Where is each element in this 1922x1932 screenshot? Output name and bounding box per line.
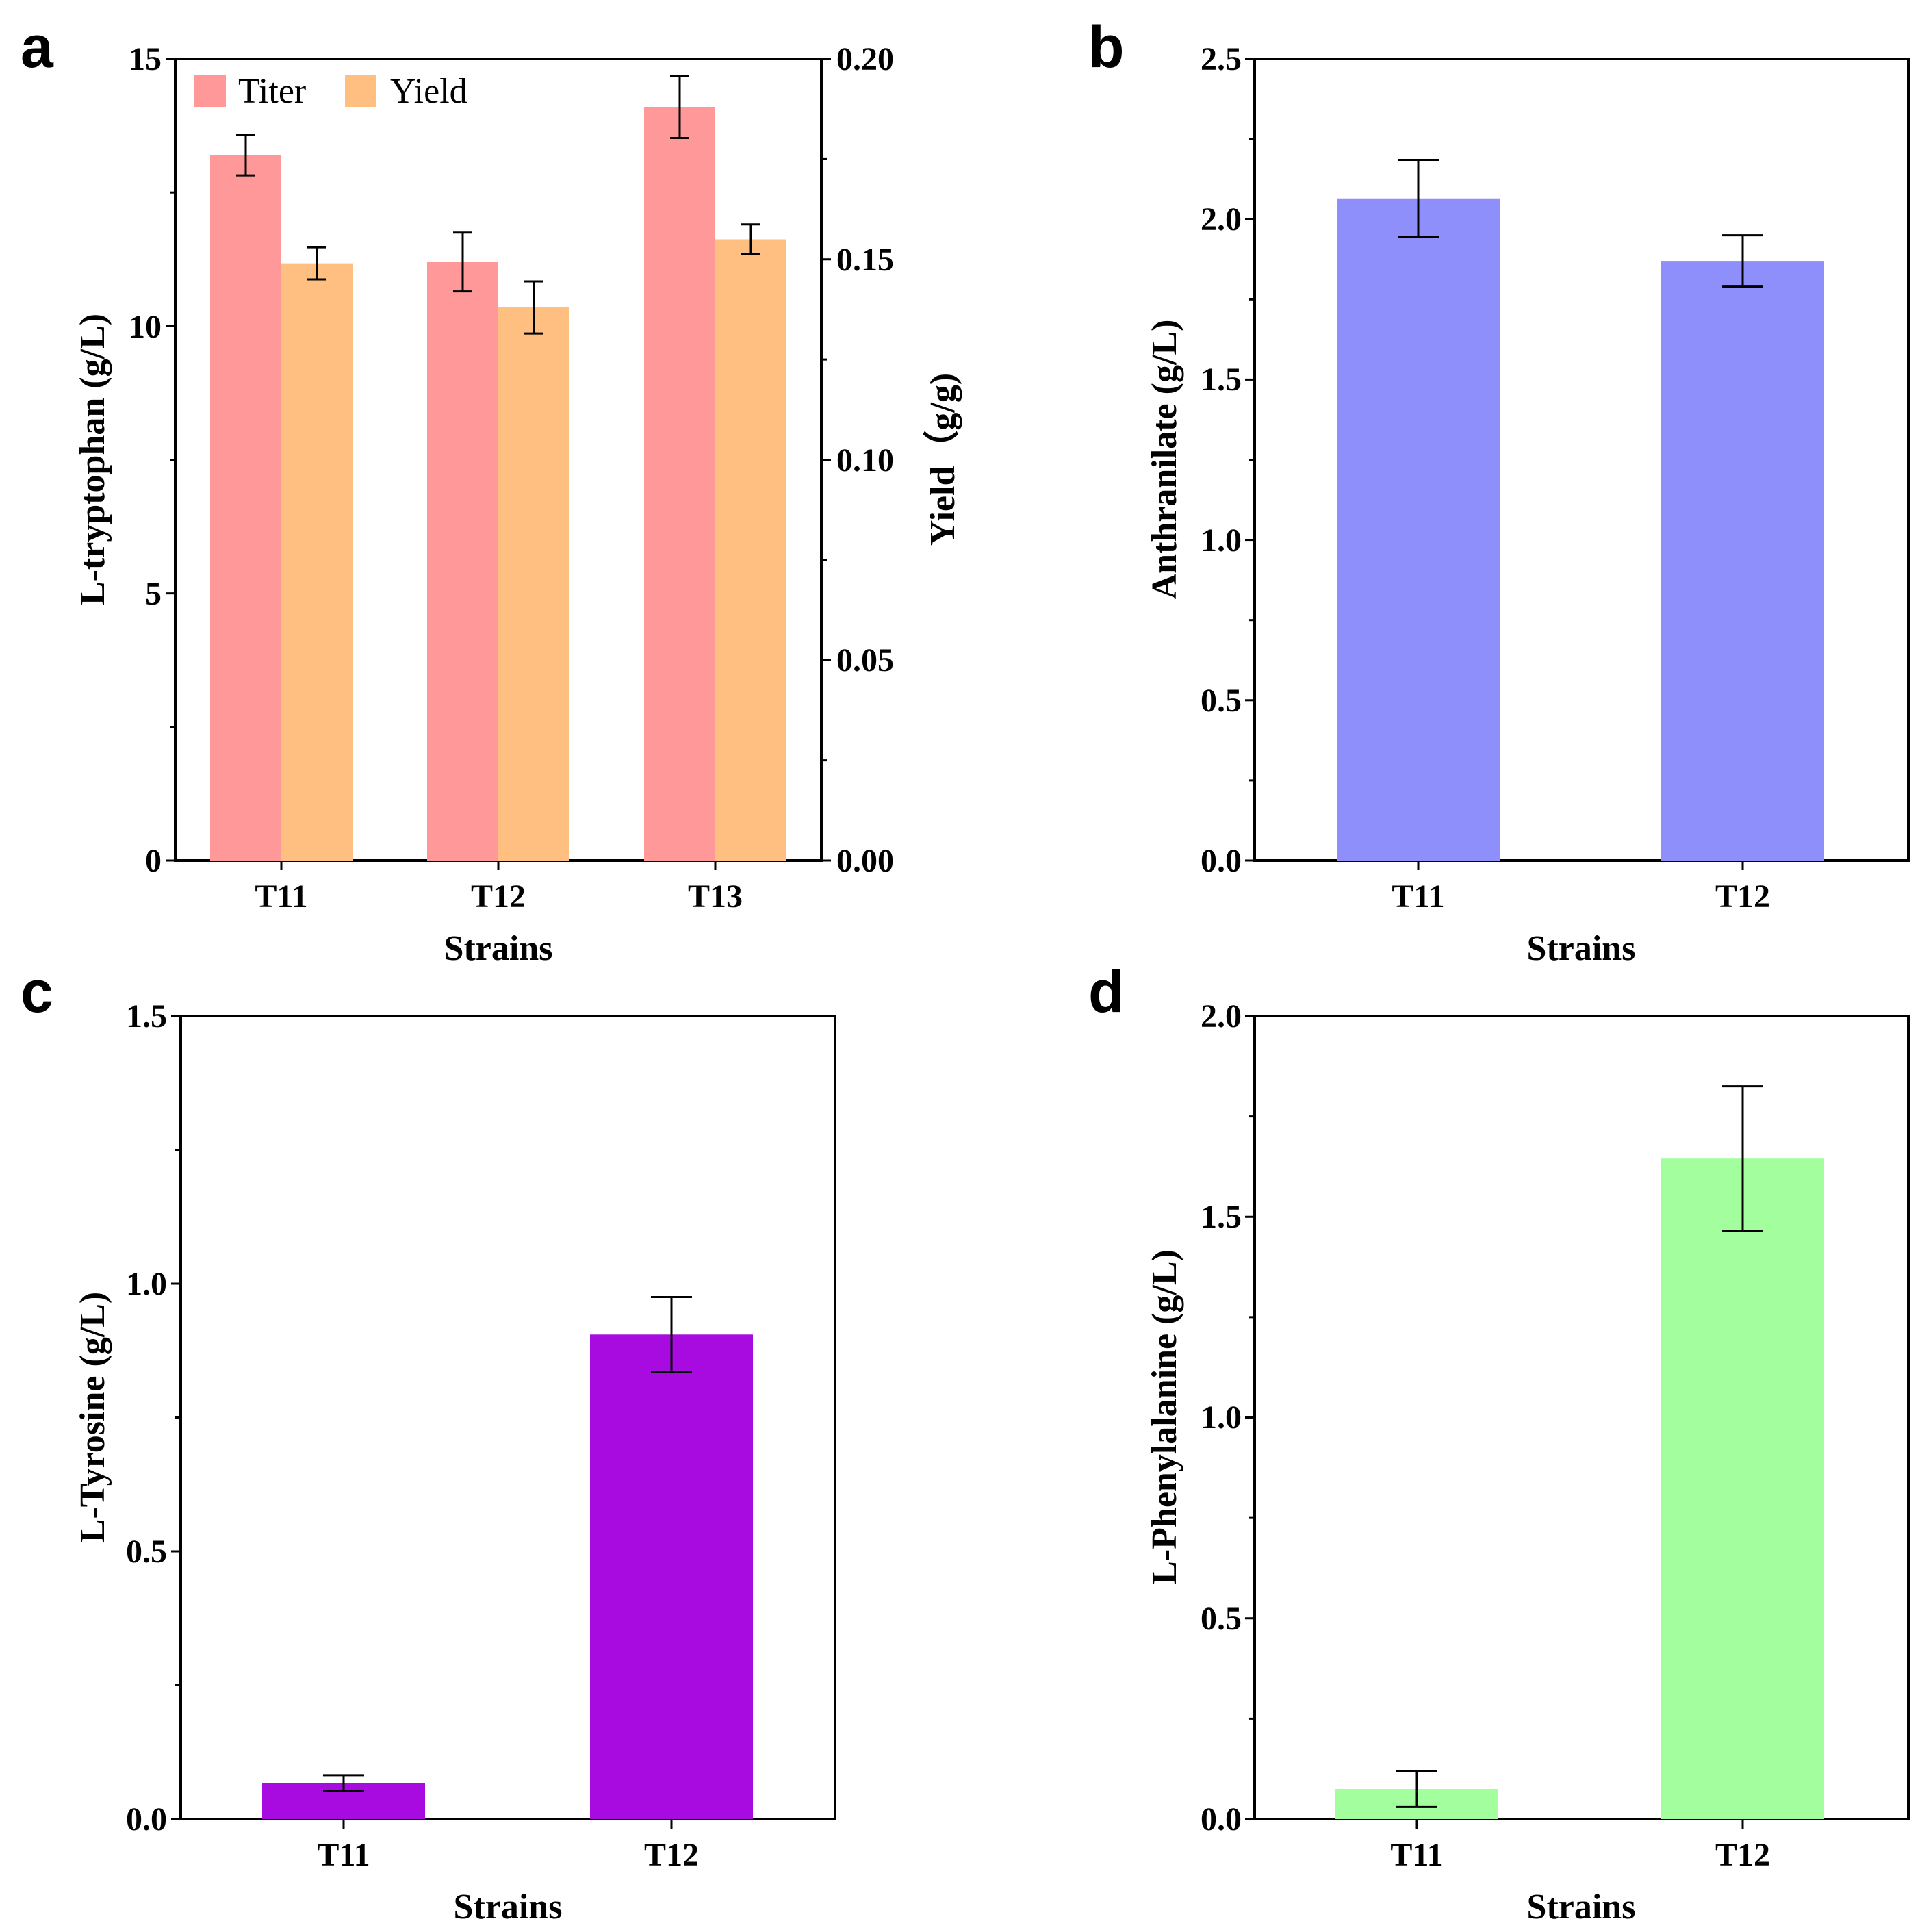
- panel-a-ylabel-right: Yield（g/g): [923, 373, 962, 546]
- panel-b-ylabel: Anthranilate (g/L): [1145, 320, 1184, 600]
- panel-b: b T11 T12 0.0 0.5 1.0 1.5 2.0 2.5 Strain…: [1088, 14, 1910, 968]
- bar-titer-T12: [427, 262, 498, 861]
- panel-a-xtick-label: T12: [471, 878, 526, 915]
- panel-letter-b: b: [1088, 14, 1125, 80]
- panel-c-bars: [262, 1296, 753, 1819]
- panel-d-ytick-label: 1.0: [1201, 1399, 1242, 1436]
- panel-d-xlabel: Strains: [1527, 1887, 1636, 1927]
- panel-b-ytick-label: 2.0: [1201, 201, 1242, 238]
- panel-b-ytick-label: 2.5: [1201, 41, 1242, 77]
- bar-yield-T11: [281, 263, 353, 861]
- panel-a-bars: [210, 75, 786, 861]
- panel-a-xtick-label: T13: [688, 878, 743, 915]
- panel-d-ytick-label: 2.0: [1201, 998, 1242, 1034]
- panel-b-xtick-label: T11: [1392, 878, 1444, 915]
- panel-letter-d: d: [1088, 959, 1125, 1025]
- panel-b-xlabel: Strains: [1527, 929, 1636, 968]
- panel-c-xtick-label: T12: [644, 1837, 699, 1873]
- panel-b-ytick-label: 1.0: [1201, 522, 1242, 559]
- panel-a-ytick-label: 10: [129, 309, 162, 345]
- panel-letter-a: a: [21, 14, 54, 80]
- bar-yield-T12: [498, 307, 569, 861]
- panel-a-right-ticks: [821, 58, 831, 862]
- bar-T11: [1337, 198, 1500, 861]
- panel-a-ytick-right-label: 0.00: [836, 843, 894, 879]
- legend-label-titer: Titer: [238, 72, 306, 111]
- panel-d-xtick-label: T11: [1390, 1837, 1443, 1873]
- legend-label-yield: Yield: [390, 72, 467, 111]
- panel-b-xtick-label: T12: [1715, 878, 1770, 915]
- bar-T12: [590, 1334, 753, 1819]
- panel-c-ytick-label: 0.5: [126, 1534, 167, 1570]
- panel-c-ytick-label: 0.0: [126, 1801, 167, 1838]
- panel-c-ticks: [171, 1015, 673, 1829]
- panel-d-ytick-label: 1.5: [1201, 1199, 1242, 1235]
- panel-c-ytick-label: 1.0: [126, 1266, 167, 1302]
- bar-titer-T11: [210, 155, 281, 861]
- bar-titer-T13: [644, 107, 715, 861]
- panel-c-ytick-label: 1.5: [126, 998, 167, 1034]
- panel-b-ytick-label: 0.0: [1201, 843, 1242, 879]
- panel-d-ylabel: L-Phenylalanine (g/L): [1145, 1249, 1184, 1585]
- panel-b-ytick-label: 0.5: [1201, 683, 1242, 719]
- panel-b-ticks: [1245, 58, 1744, 870]
- panel-a-xtick-label: T11: [255, 878, 307, 915]
- panel-a-left-ticks: [166, 58, 175, 862]
- panel-a-xlabel: Strains: [444, 929, 553, 968]
- panel-letter-c: c: [21, 959, 53, 1025]
- panel-c-xlabel: Strains: [454, 1887, 563, 1927]
- panel-c-ylabel: L-Tyrosine (g/L): [73, 1292, 112, 1542]
- panel-a-ytick-right-label: 0.10: [836, 442, 894, 479]
- panel-a: a T11 T12 T13 0 5 10 15 0.00 0.05 0.10 0…: [21, 14, 962, 968]
- panel-a-legend: Titer Yield: [194, 72, 467, 111]
- legend-swatch-titer: [194, 75, 226, 107]
- panel-d-ytick-label: 0.5: [1201, 1601, 1242, 1637]
- panel-d: d T11 T12 0.0 0.5 1.0 1.5 2.0 Strains L-…: [1088, 959, 1910, 1927]
- panel-d-ticks: [1245, 1015, 1744, 1829]
- bar-T12: [1661, 261, 1824, 861]
- legend-swatch-yield: [345, 75, 376, 107]
- panel-a-ytick-label: 15: [129, 41, 162, 77]
- bar-T12: [1661, 1158, 1824, 1819]
- panel-a-ytick-label: 5: [145, 576, 162, 612]
- panel-a-ytick-right-label: 0.20: [836, 41, 894, 77]
- panel-d-ytick-label: 0.0: [1201, 1801, 1242, 1838]
- panel-d-xtick-label: T12: [1715, 1837, 1770, 1873]
- panel-a-ytick-label: 0: [145, 843, 162, 879]
- panel-d-bars: [1335, 1085, 1824, 1819]
- panel-a-ylabel: L-tryptophan (g/L): [73, 314, 112, 605]
- panel-a-x-ticks: [280, 861, 717, 870]
- panel-c: c T11 T12 0.0 0.5 1.0 1.5 Strains L-Tyro…: [21, 959, 836, 1927]
- bar-yield-T13: [715, 239, 786, 861]
- panel-b-bars: [1337, 159, 1824, 861]
- panel-a-ytick-right-label: 0.05: [836, 642, 894, 678]
- panel-a-ytick-right-label: 0.15: [836, 242, 894, 278]
- panel-c-xtick-label: T11: [317, 1837, 370, 1873]
- panel-b-ytick-label: 1.5: [1201, 361, 1242, 398]
